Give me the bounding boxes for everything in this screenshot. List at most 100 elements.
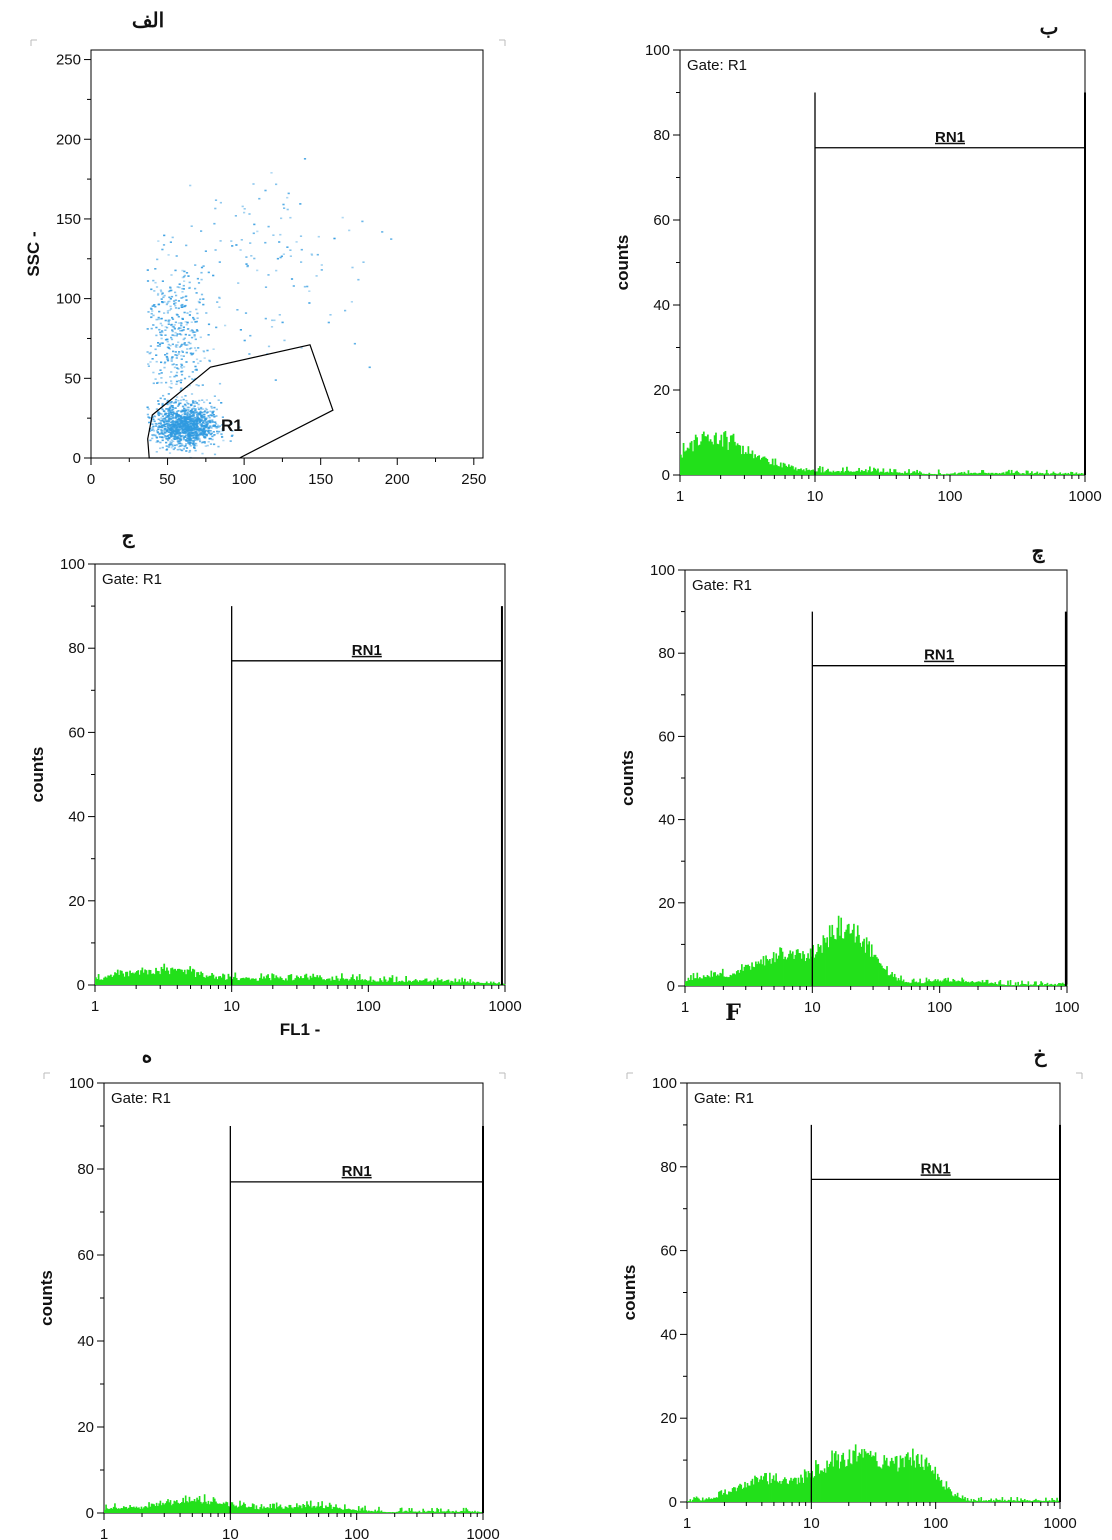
scatter-point [169, 405, 172, 407]
histogram-bar [1045, 984, 1048, 986]
scatter-point [177, 442, 180, 445]
histogram-bar [130, 1506, 133, 1513]
scatter-point [206, 423, 209, 425]
scatter-point [160, 426, 163, 428]
histogram-bar [997, 473, 999, 475]
histogram-bar [809, 470, 812, 475]
scatter-point [170, 274, 173, 276]
scatter-point [182, 422, 186, 425]
x-tick-label: 1 [100, 1526, 108, 1540]
histogram-bar [1040, 981, 1042, 986]
histogram-bar [362, 980, 365, 985]
histogram-bar [259, 977, 261, 985]
scatter-point [303, 285, 306, 288]
histogram-bar [841, 938, 844, 986]
scatter-point [196, 429, 199, 431]
scatter-point [180, 443, 183, 445]
scatter-point [185, 431, 189, 434]
histogram-bar [389, 1512, 392, 1513]
scatter-point [199, 413, 202, 416]
scatter-point [368, 366, 371, 369]
histogram-bar [340, 1508, 342, 1513]
histogram-bar [238, 980, 241, 985]
histogram-bar [351, 1509, 354, 1513]
scatter-point [178, 440, 181, 442]
histogram-bar [851, 1464, 853, 1502]
scatter-point [191, 400, 195, 402]
histogram-bar [976, 1500, 979, 1502]
histogram-bar [289, 1504, 292, 1513]
corner-marks [626, 1072, 1083, 1079]
histogram-bar [115, 1507, 118, 1513]
scatter-point [161, 437, 165, 439]
histogram-bar [755, 1477, 758, 1502]
histogram-bar [901, 472, 904, 475]
scatter-point [149, 439, 152, 442]
histogram-bar [420, 980, 423, 985]
histogram-bar [999, 980, 1002, 986]
histogram-bar [312, 1506, 315, 1513]
histogram-bar [346, 978, 349, 985]
scatter-point [252, 183, 255, 185]
histogram-bar [265, 1507, 268, 1513]
scatter-point [183, 305, 186, 308]
histogram-bar [878, 962, 881, 986]
histogram-bar [294, 1507, 297, 1513]
scatter-point [174, 401, 177, 404]
scatter-point [278, 314, 281, 316]
scatter-point [206, 422, 209, 425]
scatter-point [177, 368, 180, 370]
scatter-point [170, 295, 174, 298]
histogram-bar [756, 964, 758, 986]
histogram-bar [967, 1500, 970, 1502]
scatter-point [203, 431, 206, 434]
histogram-bar [1005, 985, 1008, 986]
histogram-bar [688, 448, 690, 475]
scatter-point [175, 428, 178, 430]
histogram-bar [284, 1506, 287, 1513]
scatter-point [190, 415, 193, 417]
scatter-point [279, 256, 282, 259]
scatter-point [176, 396, 179, 398]
histogram-bar [820, 1470, 822, 1502]
histogram-bar [201, 1503, 203, 1513]
histogram-bar [791, 1480, 794, 1502]
scatter-point [169, 298, 172, 300]
histogram-bar [785, 959, 788, 986]
scatter-point [196, 415, 199, 418]
scatter-point [155, 441, 158, 443]
histogram-bar [386, 981, 388, 985]
scatter-point [205, 399, 208, 401]
x-tick-label: 100 [232, 471, 257, 488]
panel-label: ب [1040, 15, 1059, 39]
scatter-point [181, 329, 184, 332]
histogram-bar [423, 1510, 426, 1513]
scatter-point [250, 255, 253, 257]
histogram-bar [689, 442, 692, 475]
scatter-point [180, 304, 183, 307]
scatter-point [185, 323, 188, 326]
histogram-bar [412, 1511, 414, 1513]
scatter-point [230, 240, 233, 242]
histogram-bar [196, 972, 198, 985]
histogram-bar [271, 973, 274, 985]
histogram-bar [427, 1510, 430, 1513]
scatter-point [176, 418, 179, 421]
histogram-bar [702, 431, 705, 475]
scatter-point [275, 183, 278, 186]
histogram-bar [693, 439, 696, 475]
scatter-point [165, 445, 168, 447]
histogram-bar [818, 946, 821, 986]
histogram-bar [772, 952, 775, 986]
histogram-bar [174, 1501, 177, 1513]
histogram-bar [462, 1507, 465, 1513]
histogram-bar [889, 468, 891, 475]
scatter-point [155, 429, 159, 432]
scatter-point [175, 444, 179, 446]
scatter-point [208, 419, 211, 422]
scatter-point [171, 325, 174, 328]
scatter-point [167, 446, 170, 448]
scatter-point [213, 424, 216, 426]
scatter-point [177, 403, 180, 406]
